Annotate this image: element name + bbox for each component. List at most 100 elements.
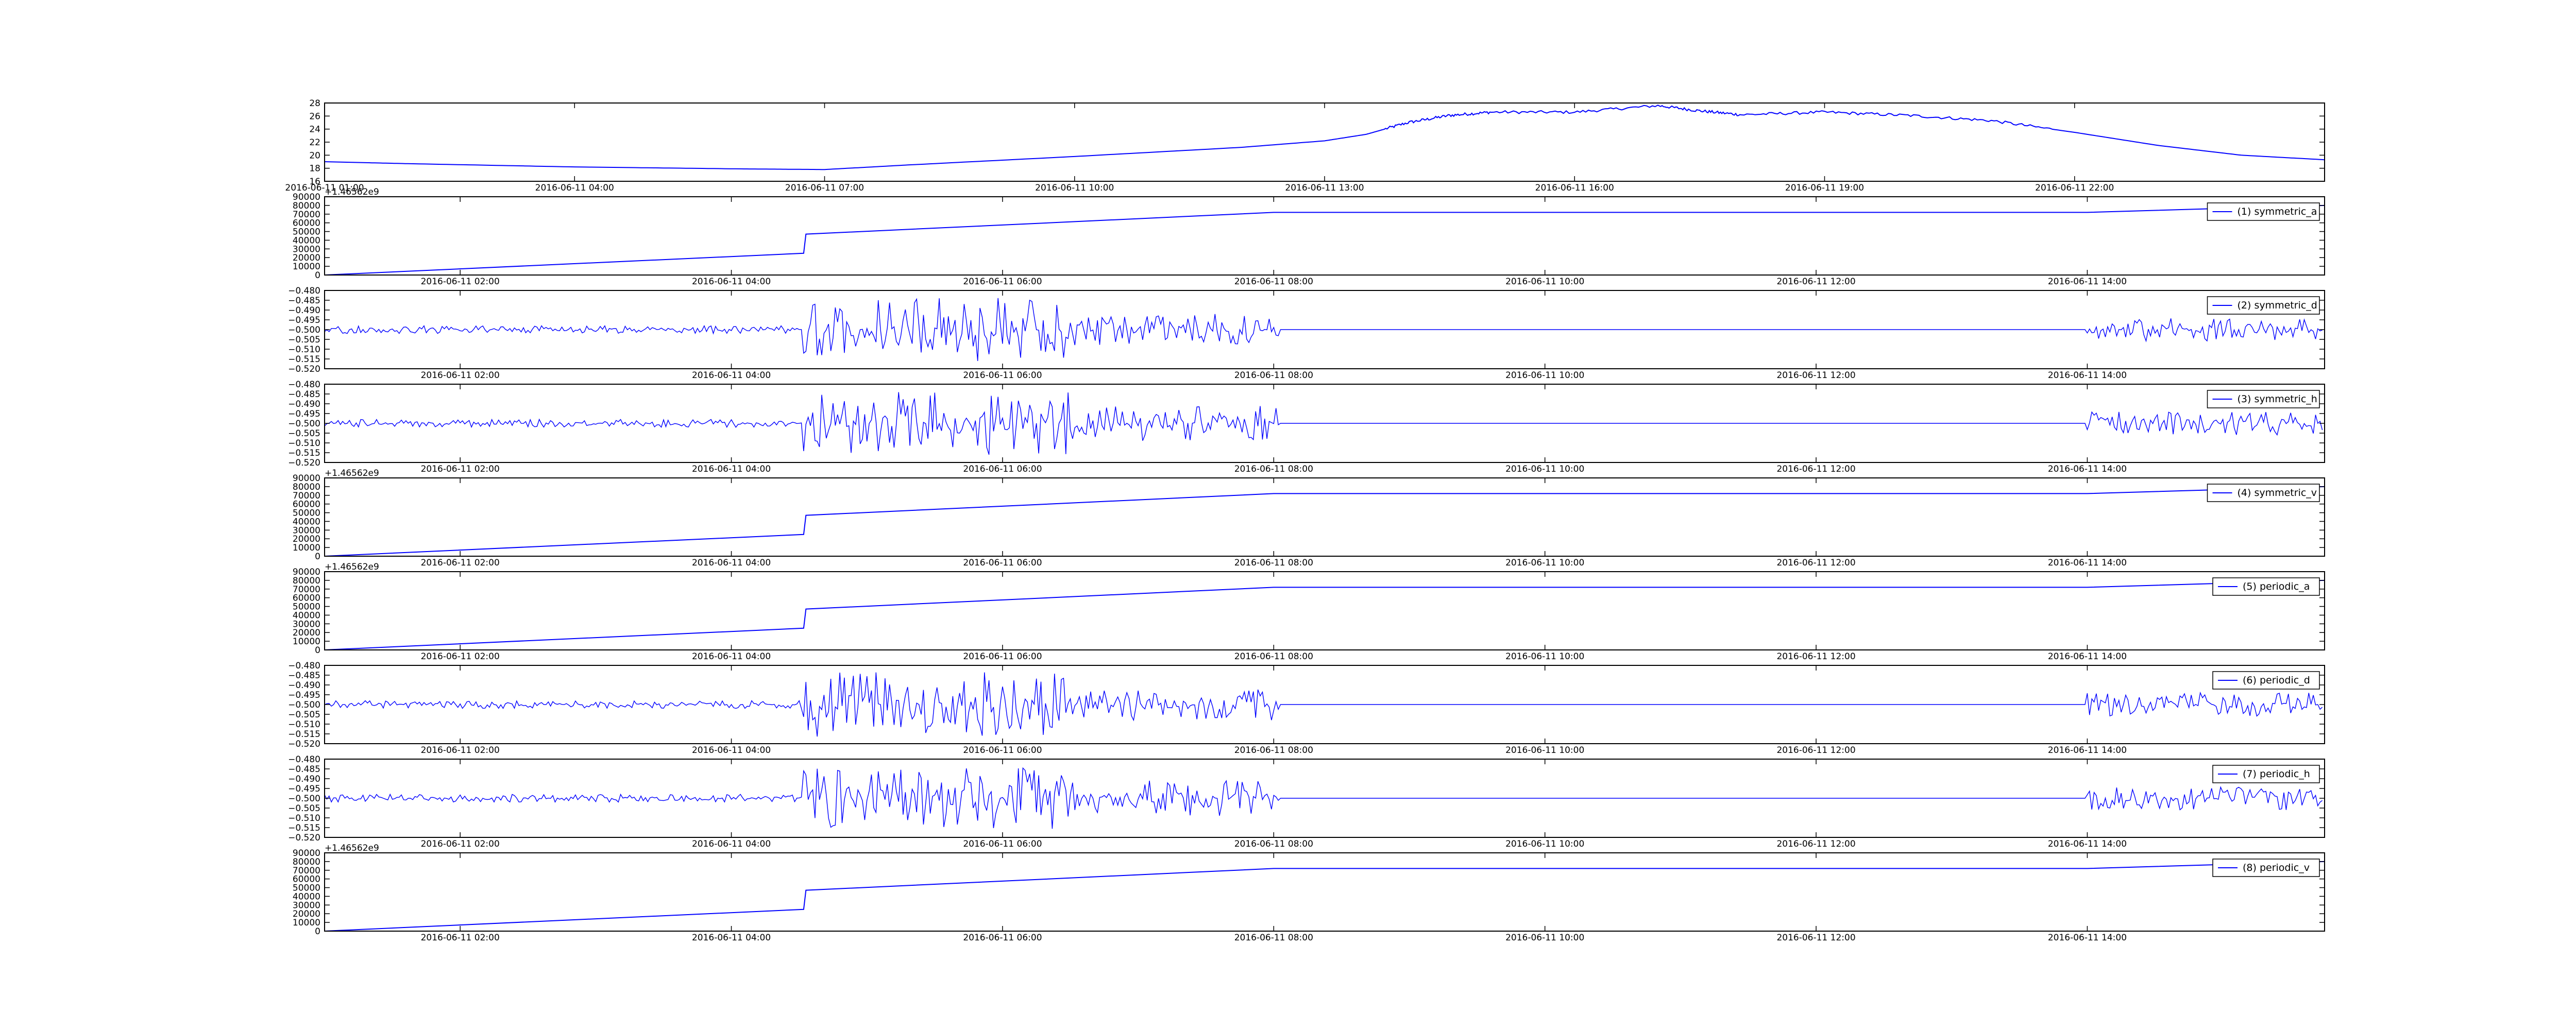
x-tick-label: 2016-06-11 02:00 [421, 370, 500, 381]
x-tick-label: 2016-06-11 10:00 [1505, 839, 1584, 849]
y-tick-label: 70000 [293, 585, 320, 595]
y-tick-label: 90000 [293, 473, 320, 484]
y-tick-label: 30000 [293, 900, 320, 911]
x-tick-label: 2016-06-11 10:00 [1035, 183, 1114, 193]
y-tick-label: 80000 [293, 201, 320, 211]
axis-offset-label: +1.46562e9 [325, 843, 379, 853]
y-tick-label: −0.500 [288, 700, 320, 710]
x-tick-label: 2016-06-11 04:00 [692, 839, 771, 849]
y-tick-label: −0.515 [288, 823, 320, 833]
y-tick-label: −0.480 [288, 661, 320, 671]
legend: (3) symmetric_h [2207, 390, 2320, 408]
x-tick-label: 2016-06-11 10:00 [1505, 558, 1584, 568]
x-tick-label: 2016-06-11 10:00 [1505, 745, 1584, 756]
y-tick-label: 70000 [293, 491, 320, 501]
x-tick-label: 2016-06-11 14:00 [2048, 370, 2127, 381]
y-tick-label: −0.500 [288, 419, 320, 429]
legend-label: (5) periodic_a [2243, 581, 2310, 592]
legend: (6) periodic_d [2212, 671, 2320, 690]
legend-label: (6) periodic_d [2243, 675, 2310, 686]
y-tick-label: −0.480 [288, 380, 320, 390]
series-line-group [325, 767, 2323, 829]
x-tick-label: 2016-06-11 06:00 [963, 651, 1042, 662]
y-tick-label: 10000 [293, 543, 320, 553]
legend: (8) periodic_v [2212, 859, 2320, 877]
x-tick-label: 2016-06-11 14:00 [2048, 933, 2127, 943]
legend-label: (2) symmetric_d [2238, 300, 2317, 311]
y-tick-label: 50000 [293, 883, 320, 894]
y-tick-label: 0 [315, 645, 320, 656]
y-tick-label: 0 [315, 270, 320, 281]
y-tick-label: −0.490 [288, 305, 320, 316]
y-tick-label: 80000 [293, 576, 320, 586]
legend-label: (7) periodic_h [2243, 768, 2310, 780]
axis-offset-label: +1.46562e9 [325, 562, 379, 572]
y-tick-label: −0.490 [288, 399, 320, 409]
series-line [325, 298, 2323, 362]
x-tick-label: 2016-06-11 14:00 [2048, 464, 2127, 474]
x-tick-label: 2016-06-11 12:00 [1776, 558, 1855, 568]
x-tick-label: 2016-06-11 12:00 [1776, 464, 1855, 474]
x-tick-label: 2016-06-11 07:00 [785, 183, 864, 193]
y-tick-label: 16 [309, 177, 320, 187]
legend: (2) symmetric_d [2207, 296, 2320, 315]
x-tick-label: 2016-06-11 04:00 [692, 464, 771, 474]
y-tick-label: 60000 [293, 593, 320, 604]
series-line [325, 672, 2323, 737]
y-tick-label: −0.485 [288, 764, 320, 775]
legend-label: (3) symmetric_h [2238, 393, 2317, 405]
y-tick-label: 60000 [293, 874, 320, 885]
series-line-group [325, 298, 2323, 362]
y-tick-label: −0.520 [288, 458, 320, 468]
x-tick-label: 2016-06-11 14:00 [2048, 839, 2127, 849]
y-tick-label: −0.480 [288, 286, 320, 296]
x-tick-label: 2016-06-11 02:00 [421, 277, 500, 287]
x-tick-label: 2016-06-11 06:00 [963, 933, 1042, 943]
y-tick-label: −0.520 [288, 739, 320, 749]
y-tick-label: 90000 [293, 567, 320, 577]
y-tick-label: −0.510 [288, 345, 320, 355]
y-tick-label: −0.480 [288, 754, 320, 765]
subplot-1: 16 18 20 22 24 26 28 2016-06-11 01:00 2016-06-11… [285, 98, 2325, 193]
subplot-4: −0.520−0.515−0.510−0.505−0.500−0.495−0.4… [288, 380, 2325, 474]
x-tick-label: 2016-06-11 08:00 [1234, 651, 1313, 662]
x-tick-label: 2016-06-11 04:00 [692, 277, 771, 287]
series-line-group [325, 579, 2325, 650]
y-tick-label: −0.505 [288, 335, 320, 345]
legend-box [2207, 202, 2320, 221]
y-tick-label: 28 [309, 98, 320, 109]
legend: (1) symmetric_a [2207, 202, 2320, 221]
y-tick-label: 30000 [293, 619, 320, 629]
series-line [325, 204, 2325, 275]
y-tick-label: 20000 [293, 628, 320, 638]
y-tick-label: 18 [309, 164, 320, 174]
x-tick-label: 2016-06-11 10:00 [1505, 277, 1584, 287]
y-tick-label: −0.495 [288, 315, 320, 325]
x-tick-label: 2016-06-11 12:00 [1776, 839, 1855, 849]
subplot-9: 0100002000030000400005000060000700008000… [293, 843, 2325, 943]
x-tick-label: 2016-06-11 06:00 [963, 370, 1042, 381]
x-tick-label: 2016-06-11 08:00 [1234, 464, 1313, 474]
subplot-6: 0100002000030000400005000060000700008000… [293, 562, 2325, 662]
plot-frame [324, 102, 2325, 182]
x-tick-label: 2016-06-11 10:00 [1505, 933, 1584, 943]
x-tick-label: 2016-06-11 04:00 [692, 651, 771, 662]
y-tick-label: 20000 [293, 253, 320, 263]
subplot-2: 0100002000030000400005000060000700008000… [293, 187, 2325, 287]
series-line [325, 486, 2325, 556]
series-line-group [325, 672, 2323, 737]
series-line-group [325, 486, 2325, 556]
y-tick-label: 50000 [293, 602, 320, 612]
series-line-group [325, 392, 2323, 455]
x-tick-label: 2016-06-11 10:00 [1505, 464, 1584, 474]
legend: (4) symmetric_v [2207, 484, 2320, 502]
y-tick-label: −0.485 [288, 389, 320, 400]
y-tick-label: 30000 [293, 525, 320, 536]
x-tick-label: 2016-06-11 04:00 [692, 933, 771, 943]
y-tick-label: 22 [309, 138, 320, 148]
y-tick-label: 80000 [293, 482, 320, 492]
x-tick-label: 2016-06-11 12:00 [1776, 277, 1855, 287]
y-tick-label: 40000 [293, 610, 320, 621]
y-tick-label: −0.490 [288, 680, 320, 691]
x-tick-label: 2016-06-11 12:00 [1776, 933, 1855, 943]
